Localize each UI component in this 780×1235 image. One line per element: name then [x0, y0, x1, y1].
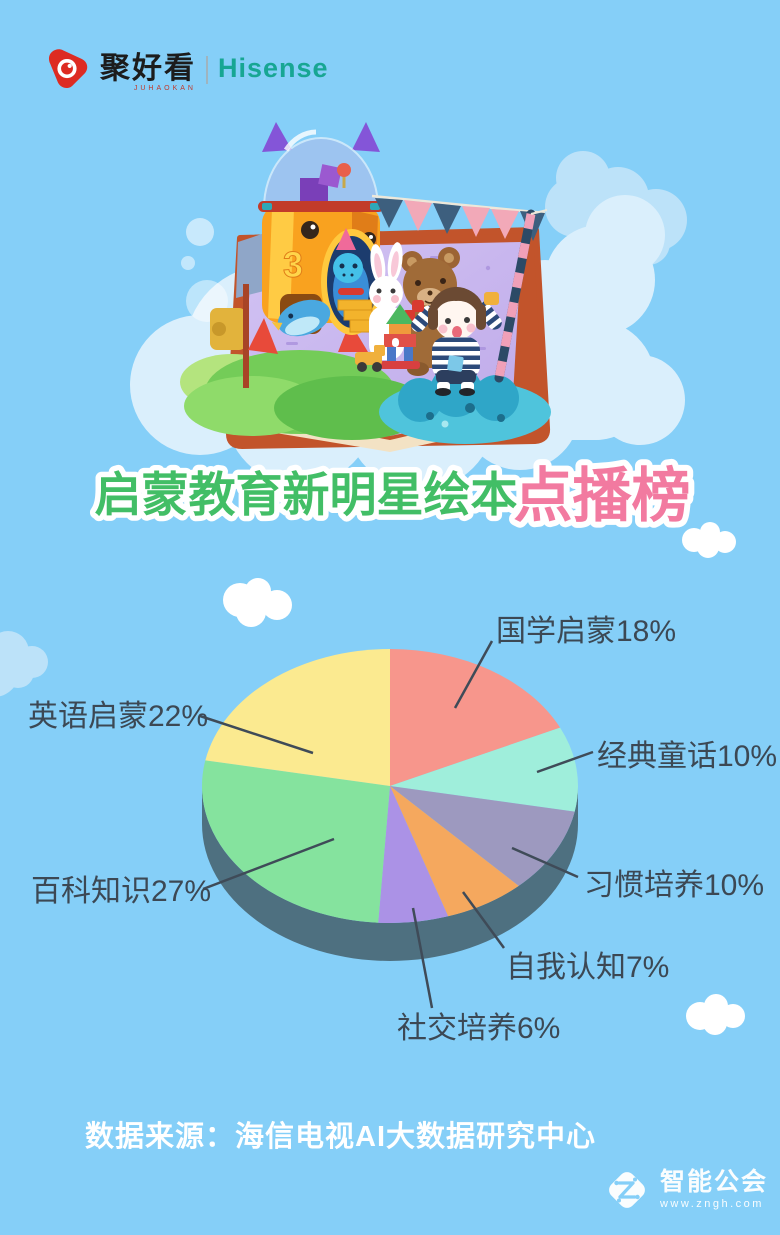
- pie-slice-国学启蒙: [390, 649, 561, 786]
- brand-header: 聚好看 JUHAOKAN Hisense: [44, 46, 329, 96]
- pie-label-百科知识: 百科知识27%: [31, 875, 212, 908]
- rocket-rim: [258, 201, 384, 212]
- data-source-text: 数据来源：海信电视AI大数据研究中心: [85, 1121, 597, 1153]
- pie-slice-习惯培养: [390, 786, 575, 886]
- pie-slice-经典童话: [390, 727, 578, 812]
- bubbles: [181, 218, 228, 322]
- dino-head: [333, 253, 363, 283]
- pie-slice-社交培养: [378, 786, 449, 923]
- rabbit-illustration: [355, 242, 420, 372]
- brand-divider: [206, 56, 208, 84]
- puzzle-tab: [210, 308, 246, 350]
- leader-line-习惯培养: [511, 846, 579, 879]
- pie-slice-英语启蒙: [205, 649, 390, 786]
- title-part2: 点播榜: [513, 463, 690, 529]
- rocket-horn-right: [352, 122, 380, 152]
- watermark-text-block: 智能公会 www.zngh.com: [659, 1168, 768, 1211]
- brand-en-text: Hisense: [218, 53, 329, 83]
- brand-cn-text: 聚好看: [100, 52, 196, 85]
- cloud-left-edge: [0, 631, 48, 697]
- pie-label-社交培养: 社交培养6%: [397, 1012, 561, 1045]
- pie-label-习惯培养: 习惯培养10%: [584, 869, 765, 902]
- leader-line-百科知识: [202, 837, 335, 891]
- stairs: [337, 299, 373, 333]
- rocket-fin-left: [248, 318, 278, 354]
- pie-slice-自我认知: [390, 786, 519, 917]
- striped-pole: [494, 209, 548, 383]
- pie-leader-lines: [199, 640, 594, 1009]
- cloud-mid-left: [223, 578, 292, 627]
- juhaokan-play-icon: [49, 49, 88, 89]
- rocket-horn-left: [262, 122, 292, 152]
- cloud-lower-right: [686, 994, 745, 1035]
- girl-illustration: [411, 286, 502, 396]
- pie-label-自我认知: 自我认知7%: [506, 951, 670, 984]
- dino-collar: [338, 288, 364, 295]
- rocket-number-3: 3: [283, 244, 303, 285]
- brand-cn-block: 聚好看 JUHAOKAN: [100, 52, 196, 93]
- leader-line-国学启蒙: [453, 640, 494, 709]
- watermark: 智能公会 www.zngh.com: [602, 1165, 768, 1215]
- rocket-illustration: 3: [236, 122, 384, 388]
- dome-antenna: [337, 163, 351, 177]
- whale: [271, 299, 331, 337]
- brand-cn-subtext: JUHAOKAN: [133, 85, 196, 92]
- leader-line-英语启蒙: [199, 714, 314, 755]
- dome-block2: [318, 164, 342, 188]
- leader-line-自我认知: [461, 891, 506, 949]
- leader-line-经典童话: [536, 750, 594, 774]
- pie-depth-side: [202, 786, 578, 961]
- watermark-name: 智能公会: [659, 1168, 768, 1196]
- pie-label-经典童话: 经典童话10%: [597, 740, 778, 773]
- watermark-url: www.zngh.com: [659, 1198, 764, 1210]
- rocket-stick: [243, 284, 249, 388]
- pie-chart: [201, 649, 578, 961]
- pie-label-国学启蒙: 国学启蒙18%: [496, 615, 677, 648]
- leader-line-社交培养: [411, 907, 434, 1009]
- title-part1: 启蒙教育新明星绘本: [95, 468, 518, 521]
- dino-hat: [336, 228, 356, 250]
- pie-label-英语启蒙: 英语启蒙22%: [28, 700, 209, 733]
- zngh-logo-icon: [609, 1172, 645, 1208]
- cloud-upper-right-small: [682, 522, 736, 558]
- rocket-fin-right: [338, 322, 368, 352]
- pie-slice-百科知识: [201, 760, 390, 923]
- rocket-wing: [236, 232, 268, 298]
- poster-title: 启蒙教育新明星绘本 点播榜: [89, 457, 697, 535]
